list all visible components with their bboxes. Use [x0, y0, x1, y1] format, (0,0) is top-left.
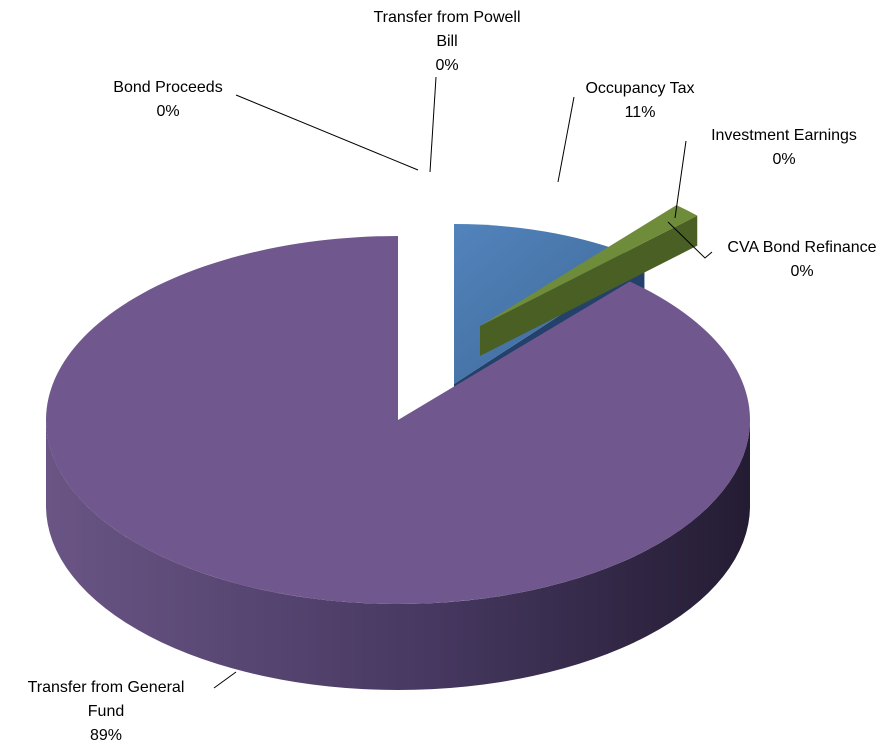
slice-label-line: Occupancy Tax: [585, 80, 694, 97]
slice-label-line: Transfer from General: [28, 679, 185, 696]
slice-percent: 89%: [90, 727, 122, 744]
leader-line: [557, 96, 575, 183]
investment-earnings-slice-side: [480, 215, 698, 356]
slice-label-text: Transfer from General Fund 89%: [28, 679, 185, 744]
slice-percent: 0%: [156, 103, 179, 120]
slice-label-text: CVA Bond Refinance 0%: [727, 239, 876, 280]
slice-label-line: Investment Earnings: [711, 127, 857, 144]
slice-label-line: Fund: [88, 703, 124, 720]
slice-label-line: Bill: [436, 33, 457, 50]
investment-earnings-slice: [480, 205, 698, 326]
general-fund-slice-side: [46, 420, 750, 690]
slice-label-occupancy-tax: Occupancy Tax 11%: [557, 80, 695, 183]
slice-label-transfer-from-general-fund: Transfer from General Fund 89%: [28, 671, 237, 744]
slice-label-text: Investment Earnings 0%: [711, 127, 857, 168]
leader-line: [213, 671, 237, 689]
slice-label-bond-proceeds: Bond Proceeds 0%: [113, 79, 419, 171]
slice-label-cva-bond-refinance: CVA Bond Refinance 0%: [667, 221, 877, 280]
leader-line: [674, 140, 687, 219]
slice-label-text: Occupancy Tax 11%: [585, 80, 694, 121]
pie-labels: Transfer from Powell Bill 0% Occupancy Tax 1…: [28, 9, 877, 744]
leader-line: [235, 94, 419, 171]
slice-label-text: Bond Proceeds 0%: [113, 79, 222, 120]
slice-label-text: Transfer from Powell Bill 0%: [374, 9, 521, 74]
general-fund-slice: [46, 236, 751, 604]
slice-percent: 0%: [435, 57, 458, 74]
slice-label-line: Transfer from Powell: [374, 9, 521, 26]
pie-slices: [46, 205, 751, 690]
slice-label-investment-earnings: Investment Earnings 0%: [674, 127, 857, 219]
leader-line: [667, 221, 713, 259]
slice-label-transfer-from-powell-bill: Transfer from Powell Bill 0%: [374, 9, 521, 173]
slice-percent: 11%: [625, 104, 656, 121]
leader-line: [429, 76, 437, 173]
slice-percent: 0%: [772, 151, 795, 168]
slice-percent: 0%: [790, 263, 813, 280]
slice-label-line: Bond Proceeds: [113, 79, 222, 96]
slice-label-line: CVA Bond Refinance: [727, 239, 876, 256]
